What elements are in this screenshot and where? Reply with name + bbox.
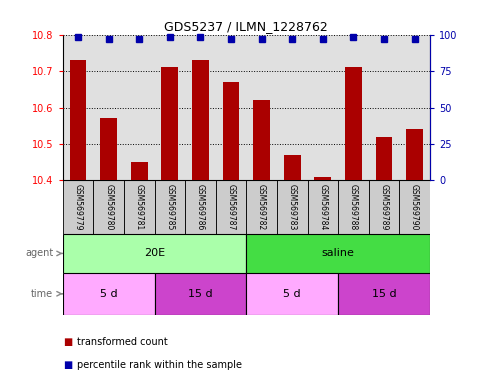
Text: GSM569783: GSM569783 — [288, 184, 297, 230]
Bar — [63, 273, 155, 315]
Bar — [253, 100, 270, 180]
Text: time: time — [31, 289, 53, 299]
Bar — [185, 180, 216, 234]
Bar — [246, 273, 338, 315]
Text: percentile rank within the sample: percentile rank within the sample — [77, 360, 242, 370]
Text: 5 d: 5 d — [100, 289, 117, 299]
Text: GSM569779: GSM569779 — [73, 184, 83, 231]
Bar — [93, 180, 124, 234]
Bar — [246, 180, 277, 234]
Bar — [338, 273, 430, 315]
Text: saline: saline — [322, 248, 355, 258]
Text: agent: agent — [25, 248, 53, 258]
Text: transformed count: transformed count — [77, 337, 168, 347]
Bar — [308, 180, 338, 234]
Bar — [277, 180, 308, 234]
Bar — [63, 180, 93, 234]
Text: 15 d: 15 d — [372, 289, 396, 299]
Bar — [246, 234, 430, 273]
Bar — [223, 82, 240, 180]
Text: GSM569781: GSM569781 — [135, 184, 144, 230]
Bar — [338, 180, 369, 234]
Bar — [131, 162, 148, 180]
Text: 15 d: 15 d — [188, 289, 213, 299]
Text: GSM569782: GSM569782 — [257, 184, 266, 230]
Bar — [155, 273, 246, 315]
Text: GSM569784: GSM569784 — [318, 184, 327, 230]
Bar — [161, 68, 178, 180]
Title: GDS5237 / ILMN_1228762: GDS5237 / ILMN_1228762 — [164, 20, 328, 33]
Bar — [124, 180, 155, 234]
Text: GSM569786: GSM569786 — [196, 184, 205, 230]
Text: 5 d: 5 d — [284, 289, 301, 299]
Bar — [155, 180, 185, 234]
Bar — [406, 129, 423, 180]
Bar — [100, 119, 117, 180]
Bar — [376, 137, 392, 180]
Text: ■: ■ — [63, 360, 72, 370]
Bar — [399, 180, 430, 234]
Text: ■: ■ — [63, 337, 72, 347]
Bar — [216, 180, 246, 234]
Text: 20E: 20E — [144, 248, 165, 258]
Bar — [192, 60, 209, 180]
Text: GSM569787: GSM569787 — [227, 184, 236, 230]
Text: GSM569780: GSM569780 — [104, 184, 113, 230]
Text: GSM569788: GSM569788 — [349, 184, 358, 230]
Text: GSM569785: GSM569785 — [165, 184, 174, 230]
Text: GSM569789: GSM569789 — [380, 184, 388, 230]
Bar — [369, 180, 399, 234]
Bar — [345, 68, 362, 180]
Bar — [284, 155, 300, 180]
Bar — [314, 177, 331, 180]
Bar — [63, 234, 246, 273]
Text: GSM569790: GSM569790 — [410, 184, 419, 231]
Bar — [70, 60, 86, 180]
